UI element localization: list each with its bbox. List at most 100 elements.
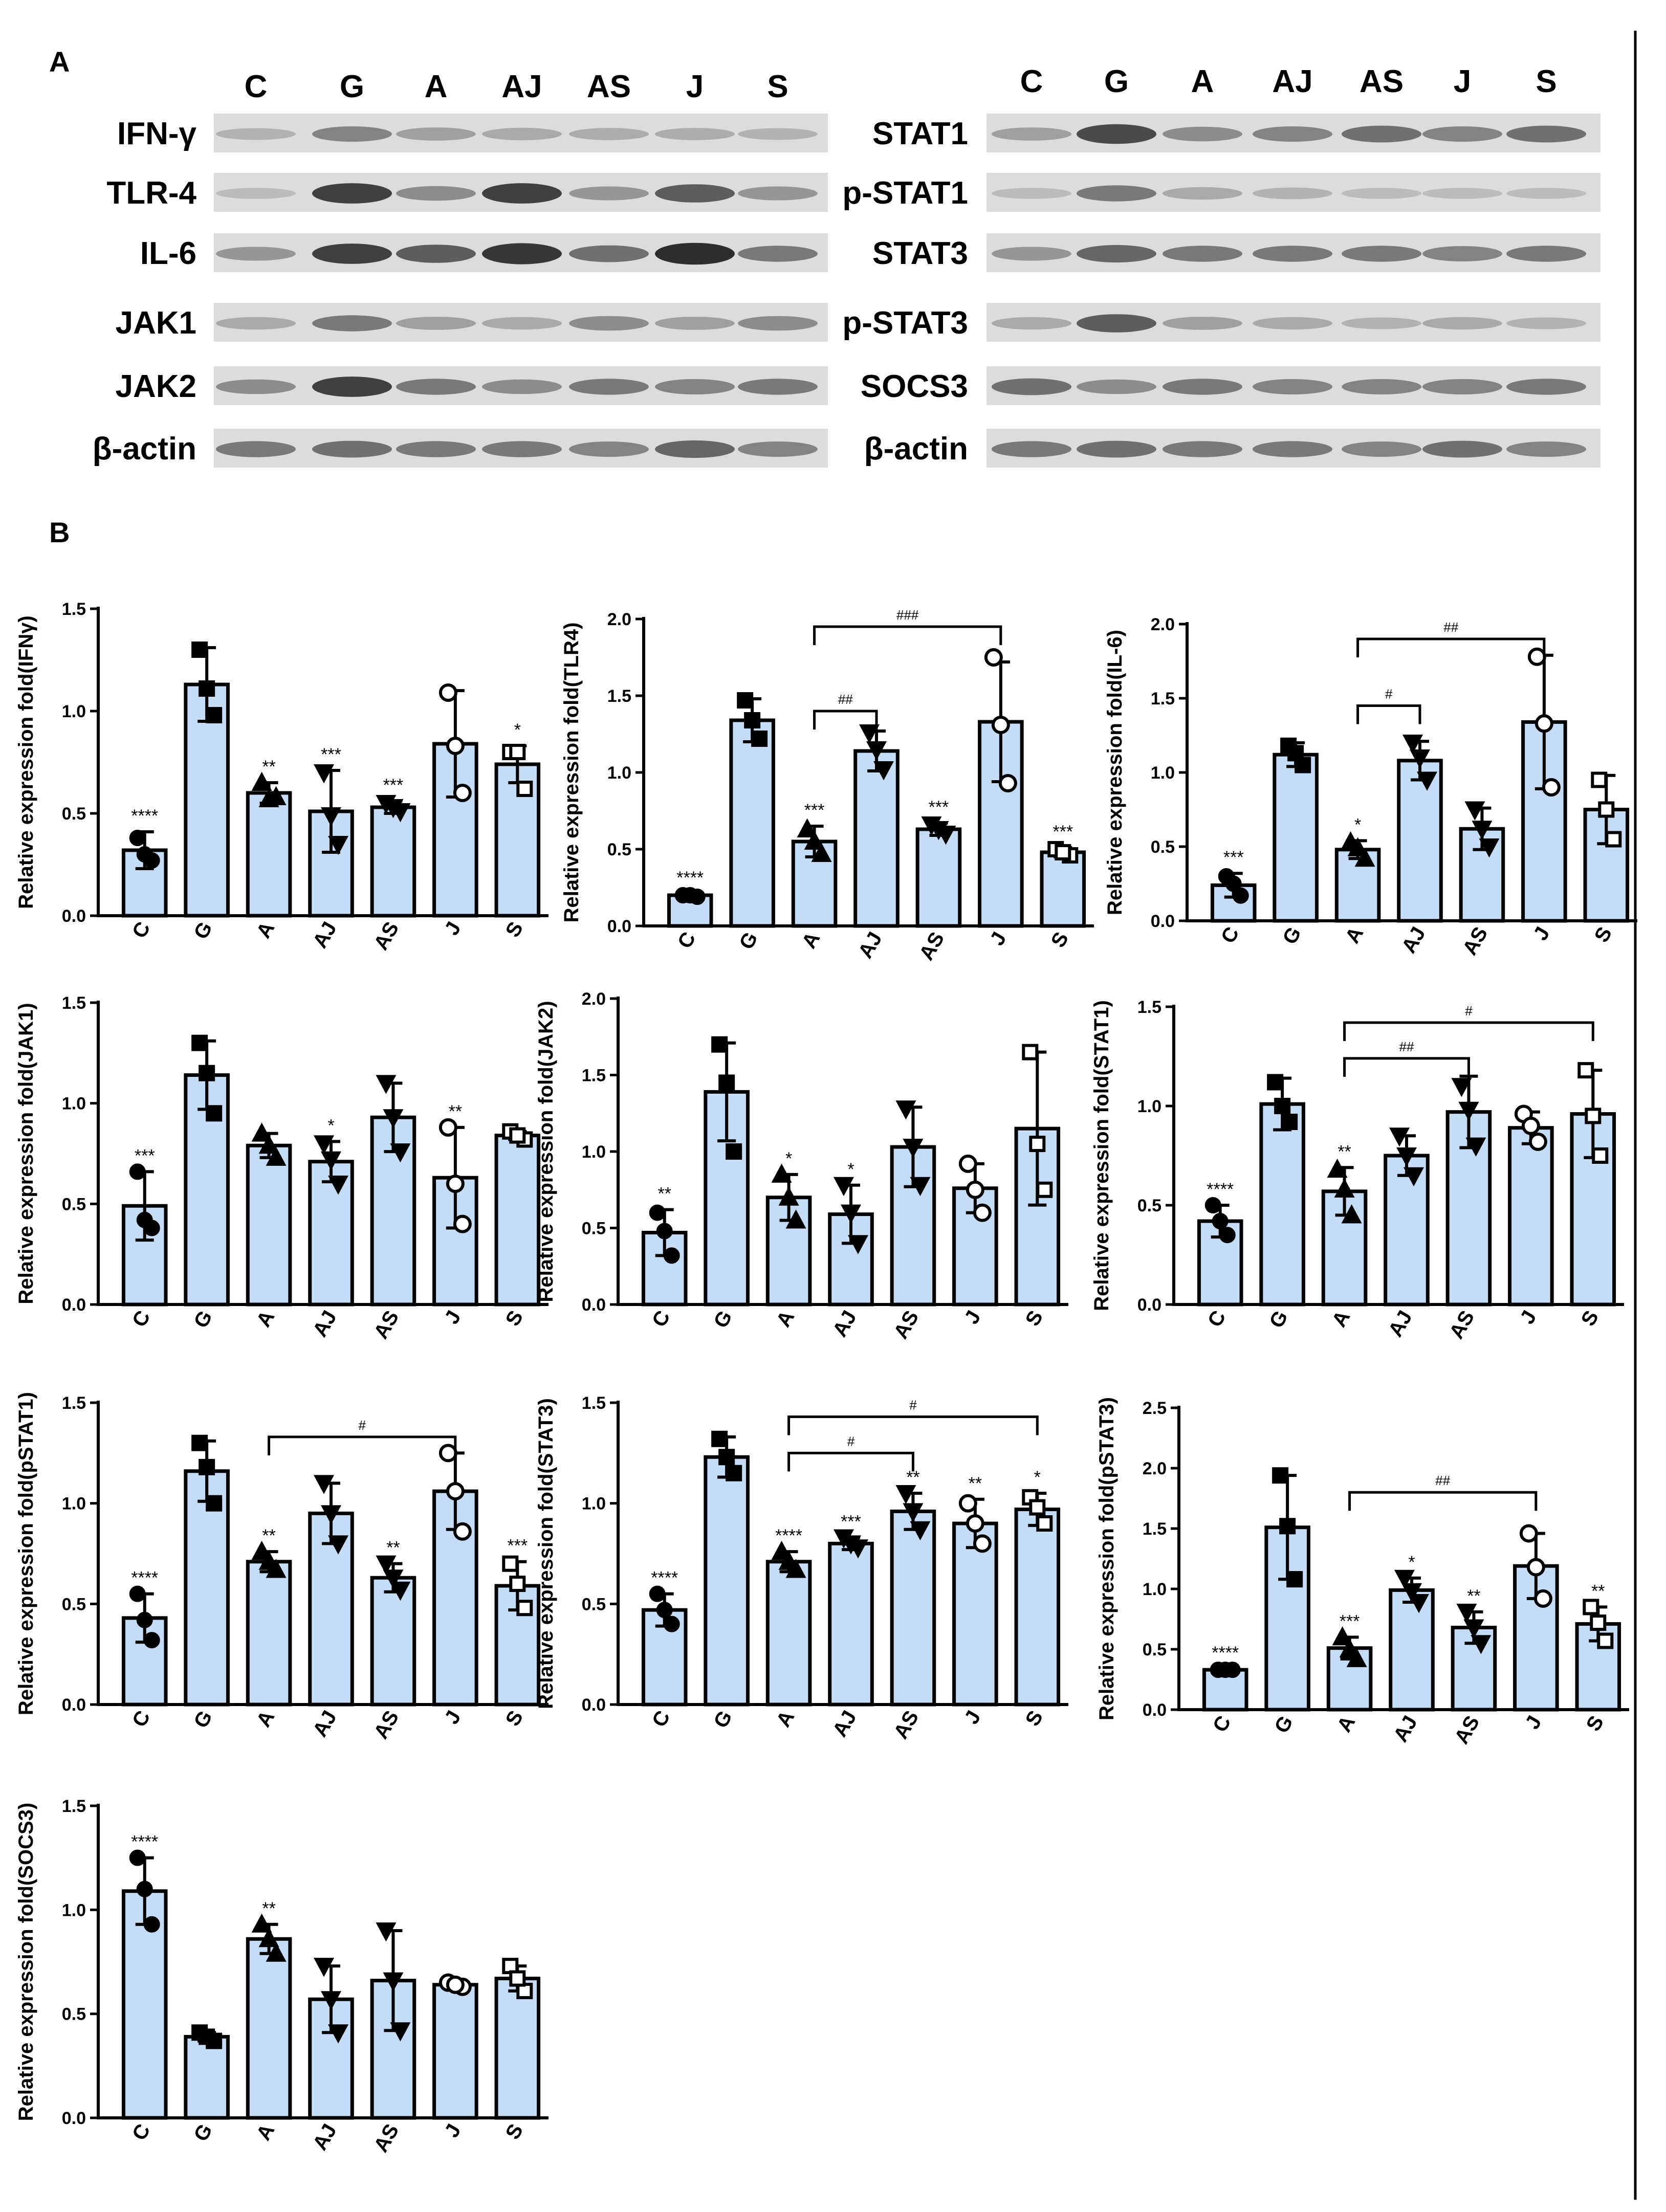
blot-band — [482, 317, 562, 330]
significance-label: ** — [262, 1526, 275, 1545]
data-point — [649, 1585, 666, 1602]
bar — [1259, 1102, 1305, 1307]
blot-band — [1253, 246, 1332, 262]
blot-lane-label: G — [1104, 64, 1129, 99]
y-tick-label: 0.5 — [62, 2005, 86, 2024]
data-point — [383, 799, 404, 819]
data-point — [682, 887, 698, 903]
y-axis-title: Relative expression fold(pSTAT1) — [15, 1392, 37, 1715]
x-category-label: A — [252, 2120, 279, 2144]
blot-band — [482, 183, 562, 204]
x-category-label: AS — [889, 1307, 923, 1343]
bar — [828, 1541, 874, 1707]
chart-9: Relative expression fold(pSTAT3) 0.0 0.5 1.… — [1095, 1397, 1629, 1748]
data-point — [251, 1913, 272, 1933]
data-point — [266, 1146, 287, 1166]
bar — [1334, 848, 1381, 923]
blot-lane-label: A — [425, 69, 448, 104]
blot-band — [216, 188, 296, 199]
x-category-label: J — [1521, 1712, 1546, 1733]
y-tick-label: 0.0 — [62, 906, 86, 926]
bar — [246, 791, 292, 918]
x-category-label: G — [709, 1707, 737, 1732]
data-point — [847, 1235, 869, 1254]
significance-label: *** — [1053, 822, 1073, 842]
significance-label: * — [1408, 1553, 1415, 1572]
comparison-label: # — [358, 1418, 366, 1433]
x-category-label: AS — [1458, 923, 1492, 959]
data-point — [1479, 838, 1500, 858]
x-category-label: AJ — [1397, 923, 1430, 957]
blot-band — [1506, 441, 1586, 457]
x-category-label: A — [798, 928, 825, 953]
data-point — [258, 1551, 279, 1570]
significance-label: * — [1354, 815, 1361, 834]
blot-protein-label: IFN-γ — [117, 116, 197, 151]
significance-label: ** — [969, 1474, 982, 1493]
significance-label: ** — [262, 757, 275, 777]
data-point — [191, 642, 208, 658]
blot-band — [312, 377, 392, 397]
data-point — [1389, 1127, 1410, 1147]
data-point — [973, 1534, 992, 1553]
y-tick-label: 0.5 — [582, 1219, 606, 1238]
y-axis-title: Relative expression fold(JAK2) — [535, 1001, 557, 1302]
data-point — [191, 1434, 208, 1451]
blot-band — [992, 127, 1071, 141]
y-tick-label: 0.5 — [62, 1195, 86, 1214]
data-point — [840, 1204, 862, 1224]
blot-band — [1342, 441, 1421, 457]
data-point — [313, 1135, 335, 1155]
chart-10: Relative expression fold(SOCS3) 0.0 0.5 1.0… — [15, 1797, 549, 2156]
y-tick-label: 1.0 — [582, 1142, 606, 1162]
data-point — [778, 1186, 799, 1206]
data-point — [313, 1958, 335, 1977]
blot-band — [1163, 246, 1242, 262]
blot-band — [216, 441, 296, 457]
significance-label: * — [327, 1116, 334, 1135]
data-point — [1472, 821, 1493, 840]
data-point — [910, 1177, 931, 1197]
data-point — [1055, 844, 1071, 860]
y-tick-label: 1.0 — [582, 1494, 606, 1514]
data-point — [873, 761, 894, 781]
data-point — [136, 846, 153, 862]
x-category-label: A — [252, 918, 279, 942]
comparison-label: # — [1465, 1003, 1473, 1019]
y-tick-label: 0.0 — [582, 1695, 606, 1715]
blot-band — [1253, 126, 1332, 142]
data-point — [143, 1916, 160, 1933]
y-tick-label: 1.5 — [62, 1393, 86, 1413]
data-point — [966, 1514, 984, 1533]
blot-band — [1506, 246, 1586, 262]
bar — [370, 1576, 416, 1707]
blot-lane-label: J — [1454, 64, 1471, 99]
x-category-label: AS — [369, 1307, 403, 1343]
x-category-label: S — [501, 1707, 528, 1730]
blot-band — [1077, 379, 1156, 394]
significance-label: *** — [804, 801, 825, 820]
significance-label: *** — [383, 776, 404, 795]
blot-protein-label: β-actin — [864, 431, 968, 467]
x-category-label: AJ — [1389, 1712, 1422, 1746]
blot-band — [655, 317, 735, 330]
data-point — [1347, 837, 1368, 856]
y-tick-label: 1.5 — [582, 1066, 606, 1086]
data-point — [663, 1616, 680, 1632]
data-point — [446, 1975, 465, 1994]
data-point — [1274, 1098, 1291, 1114]
y-tick-label: 1.0 — [607, 763, 631, 783]
blot-band — [1506, 379, 1586, 395]
data-point — [1022, 1044, 1039, 1060]
data-point — [446, 737, 465, 755]
bar — [121, 1889, 168, 2120]
x-category-label: AJ — [309, 2120, 341, 2154]
data-point — [376, 1555, 397, 1575]
blot-band — [312, 315, 392, 331]
blot-band — [1163, 379, 1242, 395]
data-point — [1394, 1569, 1415, 1589]
data-point — [191, 1034, 208, 1051]
data-point — [1036, 1181, 1053, 1198]
blot-band — [482, 243, 562, 264]
